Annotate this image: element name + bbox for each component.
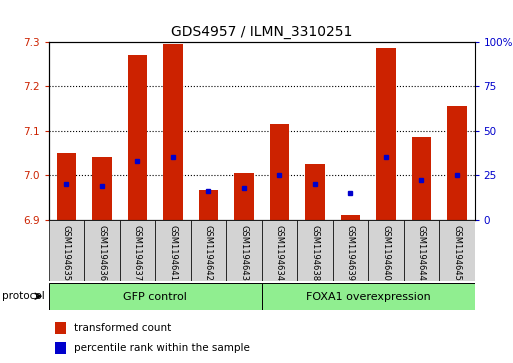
Text: protocol: protocol bbox=[3, 291, 45, 301]
FancyBboxPatch shape bbox=[84, 220, 120, 281]
FancyBboxPatch shape bbox=[332, 220, 368, 281]
Text: percentile rank within the sample: percentile rank within the sample bbox=[74, 343, 250, 353]
Text: GSM1194642: GSM1194642 bbox=[204, 225, 213, 281]
Bar bbox=[92, 157, 112, 220]
Bar bbox=[305, 164, 325, 220]
Bar bbox=[262, 283, 475, 310]
Text: GSM1194638: GSM1194638 bbox=[310, 225, 320, 281]
Bar bbox=[57, 153, 76, 220]
Bar bbox=[49, 283, 262, 310]
Bar bbox=[411, 137, 431, 220]
Bar bbox=[128, 55, 147, 220]
Text: GSM1194636: GSM1194636 bbox=[97, 225, 107, 281]
FancyBboxPatch shape bbox=[297, 220, 332, 281]
Bar bbox=[270, 124, 289, 220]
FancyBboxPatch shape bbox=[120, 220, 155, 281]
Text: transformed count: transformed count bbox=[74, 323, 171, 333]
Text: GFP control: GFP control bbox=[123, 292, 187, 302]
Text: GSM1194640: GSM1194640 bbox=[381, 225, 390, 281]
Bar bbox=[447, 106, 466, 220]
FancyBboxPatch shape bbox=[404, 220, 439, 281]
FancyBboxPatch shape bbox=[191, 220, 226, 281]
Bar bbox=[234, 173, 253, 220]
Text: GSM1194643: GSM1194643 bbox=[240, 225, 248, 281]
Text: GSM1194637: GSM1194637 bbox=[133, 225, 142, 281]
Bar bbox=[163, 44, 183, 220]
FancyBboxPatch shape bbox=[226, 220, 262, 281]
FancyBboxPatch shape bbox=[49, 220, 84, 281]
Bar bbox=[341, 215, 360, 220]
FancyBboxPatch shape bbox=[439, 220, 475, 281]
FancyBboxPatch shape bbox=[262, 220, 297, 281]
Text: GSM1194641: GSM1194641 bbox=[168, 225, 177, 281]
Text: GSM1194645: GSM1194645 bbox=[452, 225, 461, 281]
Text: GSM1194635: GSM1194635 bbox=[62, 225, 71, 281]
Bar bbox=[55, 342, 66, 354]
Text: FOXA1 overexpression: FOXA1 overexpression bbox=[306, 292, 430, 302]
Title: GDS4957 / ILMN_3310251: GDS4957 / ILMN_3310251 bbox=[171, 25, 352, 39]
Text: GSM1194644: GSM1194644 bbox=[417, 225, 426, 281]
Bar bbox=[376, 48, 396, 220]
FancyBboxPatch shape bbox=[155, 220, 191, 281]
Text: GSM1194639: GSM1194639 bbox=[346, 225, 355, 281]
Bar bbox=[55, 322, 66, 334]
Text: GSM1194634: GSM1194634 bbox=[275, 225, 284, 281]
Bar bbox=[199, 190, 218, 220]
FancyBboxPatch shape bbox=[368, 220, 404, 281]
